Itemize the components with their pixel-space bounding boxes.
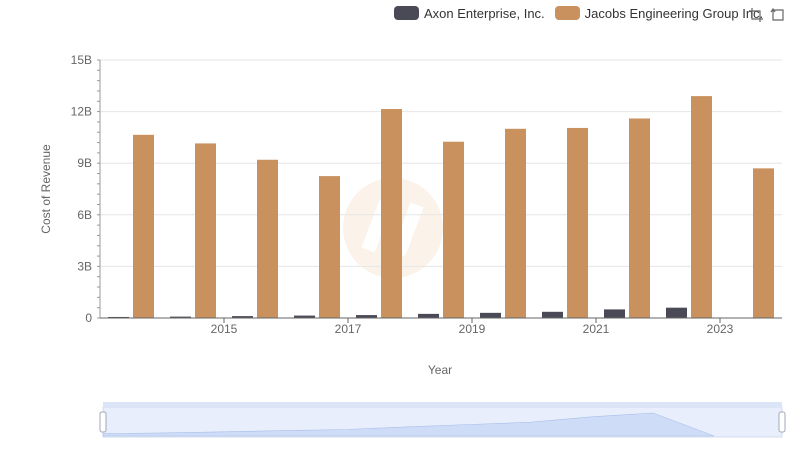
- bar-axon-2018[interactable]: [356, 315, 377, 318]
- bar-jacobs-2022[interactable]: [629, 118, 650, 318]
- y-tick-label: 9B: [77, 156, 92, 170]
- axes: 0 3B 6B 9B 12B 15B 2015 2017 2019 2021 2023: [71, 53, 782, 336]
- bar-axon-2017[interactable]: [294, 315, 315, 318]
- x-tick-label: 2015: [211, 322, 238, 336]
- y-tick-label: 12B: [71, 105, 92, 119]
- y-axis-label: Cost of Revenue: [39, 144, 53, 234]
- bar-axon-2020[interactable]: [480, 312, 501, 318]
- bar-jacobs-2023[interactable]: [691, 96, 712, 319]
- bar-jacobs-2019[interactable]: [443, 141, 464, 318]
- x-tick-label: 2023: [707, 322, 734, 336]
- bar-jacobs-2016[interactable]: [257, 159, 278, 318]
- y-tick-label: 6B: [77, 208, 92, 222]
- bar-jacobs-2017[interactable]: [319, 176, 340, 318]
- x-tick-label: 2021: [583, 322, 610, 336]
- legend-item-axon[interactable]: Axon Enterprise, Inc.: [394, 6, 545, 21]
- restore-icon[interactable]: [770, 7, 786, 23]
- zoom-handle-right[interactable]: [778, 411, 786, 433]
- bar-jacobs-2014[interactable]: [133, 134, 154, 318]
- chart-legend: Axon Enterprise, Inc. Jacobs Engineering…: [394, 3, 773, 23]
- legend-label-jacobs: Jacobs Engineering Group Inc.: [584, 5, 764, 21]
- zoom-preview-area: [102, 412, 715, 437]
- bar-axon-2016[interactable]: [232, 316, 253, 318]
- bar-axon-2014[interactable]: [108, 316, 129, 318]
- bar-jacobs-2024[interactable]: [753, 168, 774, 318]
- bar-axon-2021[interactable]: [542, 311, 563, 318]
- zoom-top-bar[interactable]: [103, 402, 782, 408]
- y-tick-label: 3B: [77, 259, 92, 273]
- bars: [108, 96, 774, 319]
- y-tick-label: 15B: [71, 53, 92, 67]
- zoom-handle-left[interactable]: [99, 411, 107, 433]
- x-tick-label: 2019: [459, 322, 486, 336]
- legend-label-axon: Axon Enterprise, Inc.: [424, 5, 545, 21]
- bar-jacobs-2018[interactable]: [381, 109, 402, 319]
- bar-jacobs-2021[interactable]: [567, 127, 588, 318]
- chart-toolbox: [748, 7, 792, 23]
- data-zoom-slider[interactable]: [99, 402, 786, 438]
- x-axis-label: Year: [428, 363, 452, 377]
- legend-swatch-jacobs: [554, 6, 580, 20]
- x-tick-label: 2017: [335, 322, 362, 336]
- bar-jacobs-2015[interactable]: [195, 143, 216, 318]
- bar-axon-2023[interactable]: [666, 307, 687, 318]
- bar-jacobs-2020[interactable]: [505, 128, 526, 318]
- y-tick-label: 0: [85, 311, 92, 325]
- bar-axon-2019[interactable]: [418, 313, 439, 318]
- legend-swatch-axon: [394, 6, 419, 20]
- zoom-icon[interactable]: [748, 7, 764, 23]
- legend-item-jacobs[interactable]: Jacobs Engineering Group Inc.: [554, 5, 764, 21]
- bar-axon-2015[interactable]: [170, 316, 191, 318]
- bar-axon-2022[interactable]: [604, 309, 625, 318]
